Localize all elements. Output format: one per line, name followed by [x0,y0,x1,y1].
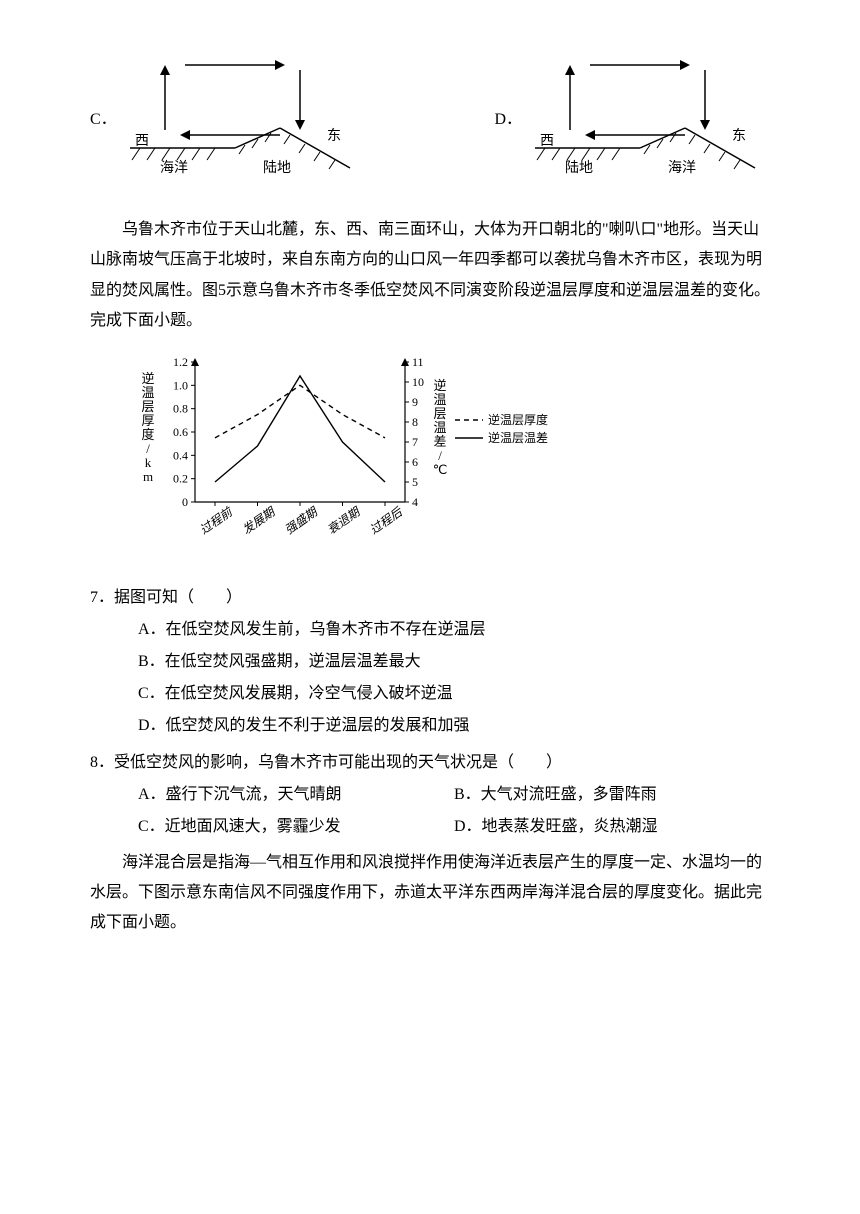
d-left-label: 西 [540,134,554,149]
c-rightarea-label: 陆地 [263,160,291,176]
svg-text:0.6: 0.6 [173,425,188,439]
svg-text:10: 10 [412,375,424,389]
q7-stem: 7．据图可知（ ） [90,582,770,614]
svg-text:过程前: 过程前 [197,503,236,536]
chart-container: 0 0.2 0.4 0.6 0.8 1.0 1.2 4 5 6 7 8 9 10 11 过程前发展期强盛期衰退… [130,347,770,567]
q8-option-c: C．近地面风速大，雾霾少发 [138,811,454,843]
svg-text:4: 4 [412,495,418,509]
svg-text:0.2: 0.2 [173,471,188,485]
circulation-diagram-d: 西 东 陆地 海洋 [530,50,770,190]
q7-option-c: C．在低空焚风发展期，冷空气侵入破坏逆温 [138,678,770,710]
c-leftarea-label: 海洋 [160,160,188,176]
svg-text:5: 5 [412,475,418,489]
svg-text:发展期: 发展期 [240,503,279,536]
q8-stem: 8．受低空焚风的影响，乌鲁木齐市可能出现的天气状况是（ ） [90,747,770,779]
q8-options: A．盛行下沉气流，天气晴朗 B．大气对流旺盛，多雷阵雨 C．近地面风速大，雾霾少… [90,779,770,843]
svg-text:逆温层厚度: 逆温层厚度 [488,412,548,427]
q8-option-d: D．地表蒸发旺盛，炎热潮湿 [454,811,770,843]
svg-text:11: 11 [412,355,424,369]
svg-text:6: 6 [412,455,418,469]
diagram-c-label: C． [90,104,117,136]
svg-text:逆温层温差: 逆温层温差 [488,430,548,445]
q7-options: A．在低空焚风发生前，乌鲁木齐市不存在逆温层 B．在低空焚风强盛期，逆温层温差最… [90,614,770,742]
d-right-label: 东 [732,128,746,144]
svg-text:逆温层温差/℃: 逆温层温差/℃ [433,378,448,477]
question-7: 7．据图可知（ ） A．在低空焚风发生前，乌鲁木齐市不存在逆温层 B．在低空焚风… [90,582,770,742]
diagram-d: D． 西 东 陆地 [494,50,770,190]
q7-option-a: A．在低空焚风发生前，乌鲁木齐市不存在逆温层 [138,614,770,646]
svg-text:1.0: 1.0 [173,378,188,392]
svg-text:逆温层厚度/km: 逆温层厚度/km [141,371,154,484]
svg-text:1.2: 1.2 [173,355,188,369]
c-right-label: 东 [327,128,341,144]
q7-option-b: B．在低空焚风强盛期，逆温层温差最大 [138,646,770,678]
svg-text:衰退期: 衰退期 [325,503,364,536]
c-left-label: 西 [135,134,149,149]
diagram-c: C． [90,50,365,190]
svg-text:8: 8 [412,415,418,429]
circulation-diagram-c: 西 东 海洋 陆地 [125,50,365,190]
svg-text:0.4: 0.4 [173,448,188,462]
diagram-d-label: D． [494,104,522,136]
diagrams-row: C． [90,50,770,190]
d-leftarea-label: 陆地 [565,160,593,176]
q8-option-a: A．盛行下沉气流，天气晴朗 [138,779,454,811]
question-8: 8．受低空焚风的影响，乌鲁木齐市可能出现的天气状况是（ ） A．盛行下沉气流，天… [90,747,770,843]
line-chart: 0 0.2 0.4 0.6 0.8 1.0 1.2 4 5 6 7 8 9 10 11 过程前发展期强盛期衰退… [130,347,550,567]
svg-text:7: 7 [412,435,418,449]
q7-option-d: D．低空焚风的发生不利于逆温层的发展和加强 [138,710,770,742]
svg-text:强盛期: 强盛期 [282,503,321,536]
svg-text:9: 9 [412,395,418,409]
svg-text:0: 0 [182,495,188,509]
svg-text:0.8: 0.8 [173,401,188,415]
svg-text:过程后: 过程后 [367,503,406,536]
q8-option-b: B．大气对流旺盛，多雷阵雨 [454,779,770,811]
paragraph-2: 海洋混合层是指海—气相互作用和风浪搅拌作用使海洋近表层产生的厚度一定、水温均一的… [90,848,770,939]
intro-paragraph: 乌鲁木齐市位于天山北麓，东、西、南三面环山，大体为开口朝北的"喇叭口"地形。当天… [90,215,770,337]
d-rightarea-label: 海洋 [668,160,696,176]
